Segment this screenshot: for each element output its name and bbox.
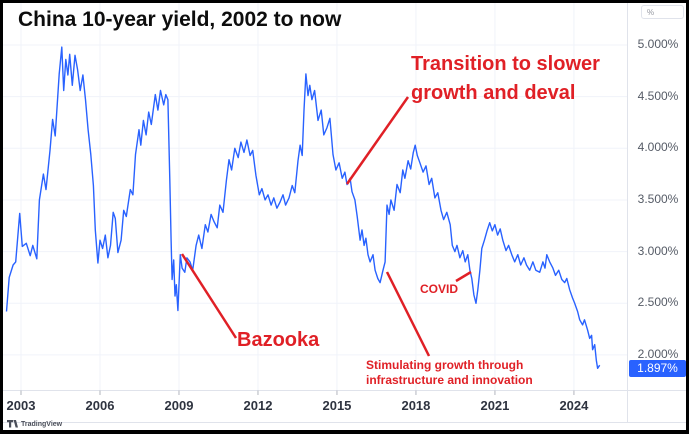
price-axis-label: 3.500% bbox=[637, 191, 679, 206]
annotation-text-transition[interactable]: Transition to slower growth and deval bbox=[411, 53, 600, 104]
time-axis-label: 2024 bbox=[559, 398, 589, 413]
tradingview-logo-text: TradingView bbox=[21, 420, 63, 428]
price-axis-label: 2.000% bbox=[637, 346, 679, 361]
annotation-line-stimulating[interactable] bbox=[385, 271, 431, 357]
percent-icon: % bbox=[647, 8, 655, 17]
price-axis-label: 5.000% bbox=[637, 37, 679, 51]
chart-title: China 10-year yield, 2002 to now bbox=[18, 8, 342, 31]
time-axis-label: 2006 bbox=[85, 398, 115, 413]
price-axis-label: 3.000% bbox=[637, 243, 679, 258]
time-axis-label: 2021 bbox=[480, 398, 510, 413]
time-axis-label: 2012 bbox=[243, 398, 273, 413]
annotation-text-bazooka[interactable]: Bazooka bbox=[237, 329, 320, 351]
time-axis-label: 2015 bbox=[322, 398, 352, 413]
annotation-line-bazooka[interactable] bbox=[180, 253, 238, 339]
annotation-text-covid[interactable]: COVID bbox=[420, 282, 459, 296]
percent-scale-button[interactable]: % bbox=[641, 5, 684, 19]
last-price-badge: 1.897% bbox=[629, 359, 686, 377]
annotation-line-transition[interactable] bbox=[345, 96, 410, 185]
annotation-line-covid[interactable] bbox=[455, 270, 472, 283]
time-axis-label: 2009 bbox=[164, 398, 194, 413]
tradingview-logo-icon bbox=[7, 420, 18, 428]
annotation-text-stimulating[interactable]: Stimulating growth through infrastructur… bbox=[366, 358, 533, 387]
price-axis-label: 2.500% bbox=[637, 295, 679, 310]
tradingview-logo[interactable]: TradingView bbox=[7, 419, 62, 429]
price-axis-label: 4.500% bbox=[637, 88, 679, 103]
time-axis-label: 2003 bbox=[6, 398, 36, 413]
price-line-series[interactable] bbox=[5, 46, 601, 369]
price-axis-label: 4.000% bbox=[637, 140, 679, 155]
time-axis-label: 2018 bbox=[401, 398, 431, 413]
